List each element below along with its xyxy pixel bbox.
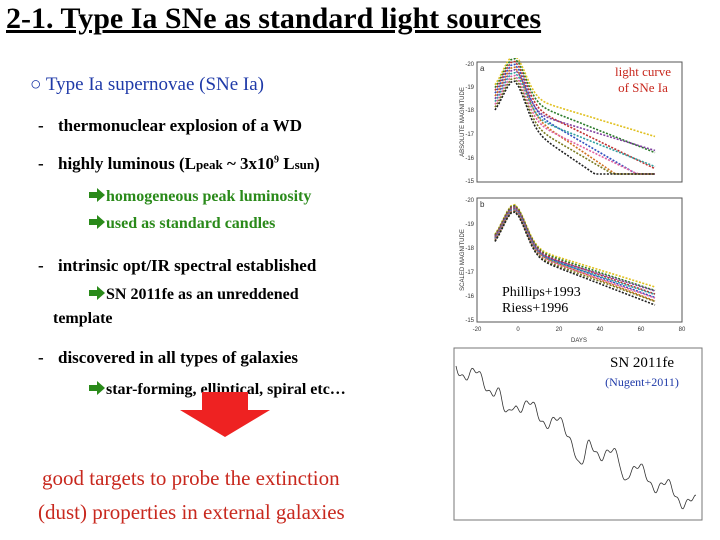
spectrum-frame — [453, 347, 703, 521]
subscript-text: peak — [195, 157, 223, 172]
y-tick-label: -18 — [465, 108, 474, 114]
light-curve — [494, 71, 656, 168]
bullet-text: ~ 3x10 — [222, 154, 275, 173]
spectrum-figure — [453, 347, 703, 521]
bullet-text: L — [279, 154, 295, 173]
figure-label-line: of SNe Ia — [618, 80, 668, 95]
section-heading: ○ Type Ia supernovae (SNe Ia) — [30, 74, 265, 95]
sub-bullet-text: SN 2011fe as an unreddened — [106, 286, 299, 303]
dash-marker: - — [38, 154, 44, 173]
panel-a-frame — [476, 61, 683, 183]
sub-bullet-text-continued: template — [53, 310, 113, 327]
sub-bullet-text: used as standard candles — [106, 215, 276, 232]
figure-label-line: SN 2011fe — [609, 355, 675, 371]
reference-line: Phillips+1993 — [502, 285, 581, 300]
bullet-text: intrinsic opt/IR spectral established — [58, 256, 317, 275]
arrow-right-icon — [89, 215, 105, 229]
down-arrow-icon — [180, 392, 270, 437]
arrow-right-icon — [89, 188, 105, 202]
dash-marker: - — [38, 116, 44, 135]
light-curve — [494, 209, 656, 299]
subscript-text: sun — [294, 157, 315, 172]
light-curves-panel-b — [494, 203, 656, 306]
light-curve — [494, 68, 656, 152]
figure-label-line: light curve — [615, 64, 671, 79]
sub-bullet-item: star-forming, elliptical, spiral etc… — [88, 381, 346, 399]
x-tick-label: 20 — [556, 327, 563, 333]
bullet-text: thermonuclear explosion of a WD — [58, 116, 302, 135]
light-curve — [494, 58, 656, 138]
bullet-item: - highly luminous (Lpeak ~ 3x109 Lsun) — [38, 154, 320, 174]
figure-label: light curve of SNe Ia — [598, 64, 688, 96]
y-axis-title: SCALED MAGNITUDE — [460, 229, 466, 291]
light-curve — [494, 207, 656, 302]
y-tick-label: -17 — [465, 270, 474, 276]
y-tick-label: -15 — [465, 179, 474, 185]
light-curve — [494, 60, 656, 170]
x-tick-label: 80 — [679, 327, 686, 333]
light-curve — [494, 210, 656, 303]
y-tick-label: -19 — [465, 85, 474, 91]
light-curves-panel-a — [494, 58, 656, 175]
x-tick-label: -20 — [473, 327, 482, 333]
y-axis-title: ABSOLUTE MAGNITUDE — [460, 87, 466, 157]
light-curve — [494, 74, 655, 175]
light-curve — [494, 208, 656, 296]
light-curve — [494, 211, 656, 306]
y-tick-label: -17 — [465, 132, 474, 138]
x-axis-title: DAYS — [571, 338, 587, 344]
bullet-text: highly luminous (L — [58, 154, 196, 173]
x-tick-label: 40 — [597, 327, 604, 333]
figure-label-line: (Nugent+2011) — [605, 375, 679, 389]
y-tick-label: -16 — [465, 156, 474, 162]
y-tick-label: -16 — [465, 294, 474, 300]
y-tick-label: -18 — [465, 246, 474, 252]
x-tick-label: 0 — [516, 327, 520, 333]
conclusion-line: good targets to probe the extinction — [42, 466, 340, 490]
light-curve — [494, 206, 656, 299]
dash-marker: - — [38, 256, 44, 275]
figure-label: SN 2011fe (Nugent+2011) — [590, 355, 694, 390]
sub-bullet-item: used as standard candles — [88, 215, 275, 233]
light-curve-figure: a b ABSOLUTE MAGNITUDE SCALED MAGNITUDE … — [460, 58, 686, 344]
sub-bullet-text: star-forming, elliptical, spiral etc… — [106, 381, 346, 398]
bullet-item: - discovered in all types of galaxies — [38, 348, 298, 368]
light-curve — [494, 204, 656, 292]
y-tick-label: -19 — [465, 222, 474, 228]
superscript-text: 9 — [274, 154, 280, 166]
dash-marker: - — [38, 348, 44, 367]
reference-box: Phillips+1993 Riess+1996 — [502, 285, 581, 317]
slide-title: 2-1. Type Ia SNe as standard light sourc… — [6, 2, 542, 35]
bullet-text: discovered in all types of galaxies — [58, 348, 299, 367]
light-curve — [494, 205, 656, 295]
arrow-right-icon — [89, 381, 105, 395]
sub-bullet-item: homogeneous peak luminosity — [88, 188, 311, 206]
panel-b-label: b — [480, 200, 485, 209]
bullet-item: - intrinsic opt/IR spectral established — [38, 256, 316, 276]
x-tick-label: 60 — [638, 327, 645, 333]
reference-line: Riess+1996 — [502, 301, 569, 316]
y-tick-label: -20 — [465, 62, 474, 68]
y-tick-label: -15 — [465, 318, 474, 324]
bullet-text: ) — [314, 154, 320, 173]
arrow-right-icon — [89, 286, 105, 300]
spectrum-line — [455, 365, 697, 510]
panel-b-frame — [476, 197, 683, 323]
light-curve — [494, 80, 655, 175]
sub-bullet-text: homogeneous peak luminosity — [106, 188, 312, 205]
bullet-item: - thermonuclear explosion of a WD — [38, 116, 302, 136]
conclusion-line: (dust) properties in external galaxies — [38, 500, 345, 524]
panel-a-label: a — [480, 64, 485, 73]
light-curve — [494, 58, 656, 154]
sub-bullet-item: SN 2011fe as an unreddened — [88, 286, 299, 304]
light-curve — [494, 207, 656, 292]
y-tick-label: -20 — [465, 198, 474, 204]
